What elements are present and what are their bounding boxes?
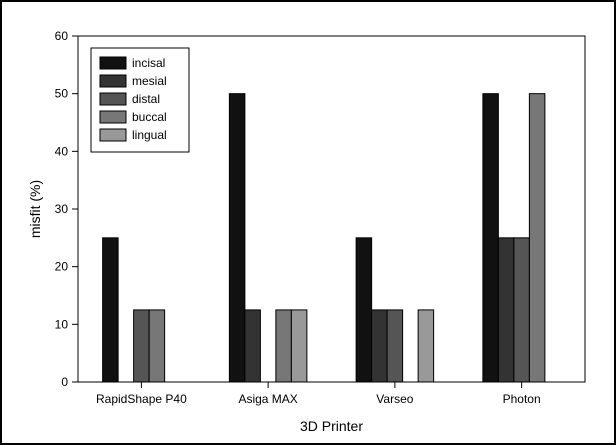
legend-swatch-mesial [99,74,127,88]
bar-buccal-3 [528,93,546,383]
bar-lingual-2 [417,309,435,383]
legend-label-lingual: lingual [132,128,167,142]
legend-swatch-lingual [99,128,127,142]
bar-lingual-1 [290,309,308,383]
bar-buccal-1 [275,309,292,383]
y-tick-label: 50 [55,87,69,101]
y-axis: 0 10 20 30 40 50 60 [55,29,78,389]
legend-label-incisal: incisal [132,56,165,70]
y-axis-title: misfit (%) [27,180,43,238]
bar-incisal-3 [482,93,499,383]
legend-label-buccal: buccal [132,110,167,124]
legend: incisal mesial distal buccal lingual [90,47,190,153]
y-tick-label: 0 [61,375,68,389]
bar-incisal-1 [228,93,246,383]
bar-distal-0 [133,309,150,383]
x-tick-label: Varseo [376,392,413,406]
bar-buccal-0 [148,309,166,383]
x-tick-label: Photon [503,392,541,406]
legend-swatch-distal [99,92,127,106]
bar-mesial-3 [497,237,515,383]
y-tick-label: 10 [55,317,69,331]
bar-incisal-2 [355,237,373,383]
legend-swatch-incisal [99,56,127,70]
x-axis: RapidShape P40 Asiga MAX Varseo Photon [96,382,541,406]
bar-incisal-0 [102,237,119,383]
legend-label-mesial: mesial [132,74,167,88]
x-tick-label: Asiga MAX [238,392,297,406]
x-axis-title: 3D Printer [300,418,363,434]
bar-distal-3 [513,237,530,383]
y-tick-label: 60 [55,29,69,43]
bar-distal-2 [386,309,404,383]
bars-layer [102,93,546,383]
y-tick-label: 40 [55,144,69,158]
legend-label-distal: distal [132,92,160,106]
legend-swatch-buccal [99,110,127,124]
y-tick-label: 20 [55,260,69,274]
bar-mesial-1 [244,309,261,383]
y-tick-label: 30 [55,202,69,216]
x-tick-label: RapidShape P40 [96,392,187,406]
bar-mesial-2 [371,309,388,383]
